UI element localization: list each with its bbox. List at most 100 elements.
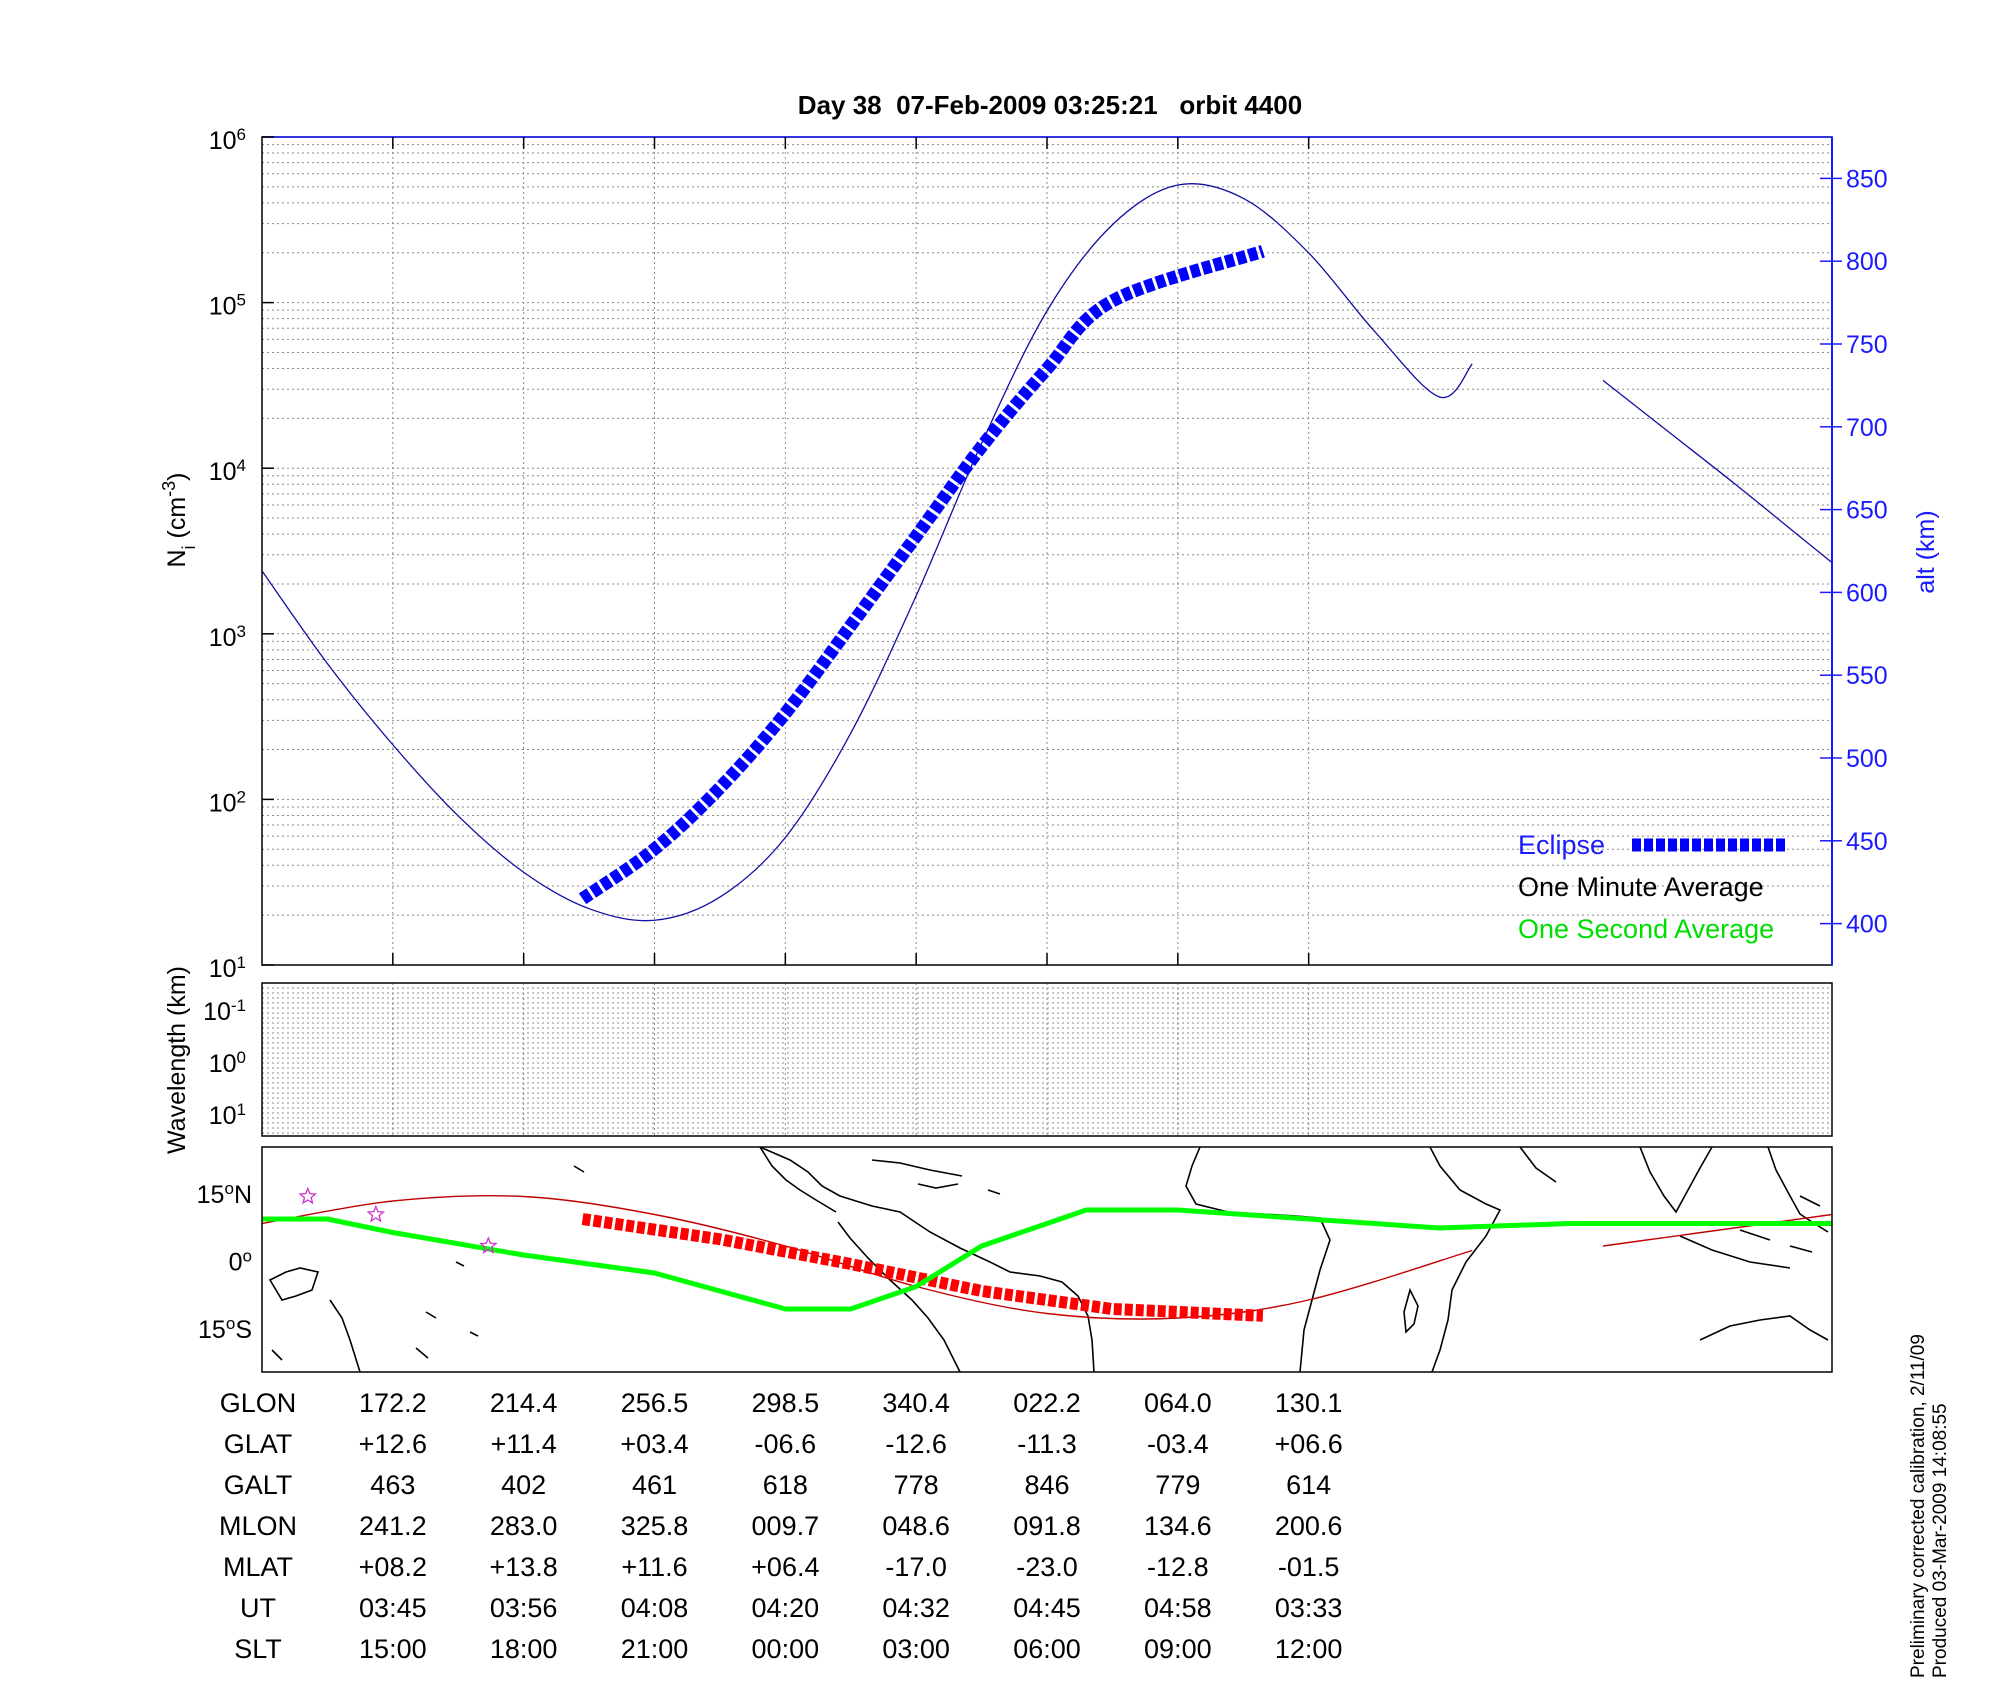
table-cell: +11.4 bbox=[491, 1429, 557, 1459]
table-cell: 18:00 bbox=[490, 1634, 558, 1664]
table-cell: -03.4 bbox=[1147, 1429, 1209, 1459]
y-tick-exp: 1 bbox=[237, 953, 246, 972]
table-cell: 779 bbox=[1155, 1470, 1200, 1500]
altitude-series-1 bbox=[1602, 379, 1833, 564]
y2-tick-label: 650 bbox=[1846, 497, 1888, 525]
table-cell: 463 bbox=[370, 1470, 415, 1500]
y2-tick-label: 750 bbox=[1846, 331, 1888, 359]
ylabel-unit-open: (cm bbox=[163, 497, 191, 546]
table-cell: -23.0 bbox=[1016, 1552, 1078, 1582]
ylabel-base: N bbox=[163, 549, 191, 567]
ephemeris-table: GLON 172.2 214.4 256.5 298.5 340.4 022.2 064.0 1… bbox=[219, 1388, 1343, 1664]
lat-tick-label: 15oN bbox=[197, 1179, 252, 1210]
table-cell: 172.2 bbox=[359, 1388, 427, 1418]
table-cell: -01.5 bbox=[1278, 1552, 1340, 1582]
table-row-label: MLAT bbox=[223, 1552, 293, 1582]
map-frame bbox=[261, 1146, 1833, 1373]
table-cell: 130.1 bbox=[1275, 1388, 1343, 1418]
table-cell: 241.2 bbox=[359, 1511, 427, 1541]
y-axis-right-ticks: 400 450 500 550 600 650 700 750 800 850 bbox=[1820, 165, 1888, 939]
table-row-label: MLON bbox=[219, 1511, 297, 1541]
table-cell: 03:33 bbox=[1275, 1593, 1343, 1623]
y2-tick-label: 400 bbox=[1846, 911, 1888, 939]
table-cell: 846 bbox=[1024, 1470, 1069, 1500]
y-tick-label: 101 bbox=[209, 953, 246, 984]
eclipse-track bbox=[581, 1213, 1264, 1322]
top-grid bbox=[262, 137, 1832, 966]
lat-tick-label: 0o bbox=[229, 1246, 252, 1277]
one-second-average-track bbox=[262, 1207, 1832, 1312]
lat-tick-num: 0 bbox=[229, 1249, 243, 1277]
y-tick-exp: 3 bbox=[237, 621, 246, 640]
lat-tick-label: 15oS bbox=[198, 1314, 252, 1345]
note-calibration: Preliminary corrected calibration, 2/11/… bbox=[1908, 1334, 1929, 1678]
table-cell: 09:00 bbox=[1144, 1634, 1212, 1664]
mid-tick-base: 10 bbox=[209, 1102, 237, 1130]
table-cell: 614 bbox=[1286, 1470, 1331, 1500]
mid-tick-label: 101 bbox=[209, 1100, 246, 1131]
legend-minute-label: One Minute Average bbox=[1518, 872, 1764, 902]
mid-y-axis-label: Wavelength (km) bbox=[163, 966, 191, 1154]
y-tick-label: 102 bbox=[209, 787, 246, 818]
coast-central-america bbox=[759, 1147, 837, 1213]
table-cell: 461 bbox=[632, 1470, 677, 1500]
table-cell: 022.2 bbox=[1013, 1388, 1081, 1418]
table-cell: 778 bbox=[894, 1470, 939, 1500]
table-cell: +11.6 bbox=[621, 1552, 687, 1582]
table-row-label: SLT bbox=[234, 1634, 282, 1664]
mid-tick-label: 100 bbox=[209, 1048, 246, 1079]
star-marker bbox=[298, 1186, 318, 1205]
star-marker bbox=[479, 1236, 498, 1254]
y-tick-base: 10 bbox=[209, 127, 237, 155]
orbit-track bbox=[1602, 1213, 1832, 1247]
mid-frame bbox=[261, 982, 1833, 1137]
lat-tick-degree: o bbox=[224, 1179, 233, 1198]
table-cell: +08.2 bbox=[359, 1552, 427, 1582]
y2-tick-label: 550 bbox=[1846, 662, 1888, 690]
mid-grid bbox=[262, 983, 1832, 1136]
table-row-label: GALT bbox=[224, 1470, 293, 1500]
table-row-label: GLON bbox=[220, 1388, 297, 1418]
lat-tick-degree: o bbox=[243, 1246, 252, 1265]
table-cell: 04:58 bbox=[1144, 1593, 1212, 1623]
coast-pacific-islands bbox=[268, 1165, 585, 1372]
legend-second-label: One Second Average bbox=[1518, 914, 1774, 944]
lat-tick-num: 15 bbox=[197, 1181, 225, 1209]
table-cell: 04:45 bbox=[1013, 1593, 1081, 1623]
table-cell: 402 bbox=[501, 1470, 546, 1500]
table-cell: -06.6 bbox=[755, 1429, 817, 1459]
mid-tick-exp: 0 bbox=[237, 1048, 246, 1067]
table-cell: -11.3 bbox=[1017, 1429, 1077, 1459]
table-cell: 00:00 bbox=[752, 1634, 820, 1664]
y-tick-base: 10 bbox=[209, 458, 237, 486]
coast-southeast-asia bbox=[1679, 1147, 1829, 1269]
y-axis-left-label: Ni (cm-3) bbox=[159, 472, 199, 567]
top-series bbox=[261, 182, 1833, 922]
table-cell: 200.6 bbox=[1275, 1511, 1343, 1541]
table-cell: 03:56 bbox=[490, 1593, 558, 1623]
y-tick-base: 10 bbox=[209, 789, 237, 817]
table-cell: 618 bbox=[763, 1470, 808, 1500]
ylabel-sub: i bbox=[179, 545, 199, 549]
chart-title: Day 38 07-Feb-2009 03:25:21 orbit 4400 bbox=[798, 90, 1302, 120]
table-cell: 340.4 bbox=[882, 1388, 950, 1418]
lat-tick-suffix: S bbox=[235, 1316, 252, 1344]
table-cell: 134.6 bbox=[1144, 1511, 1212, 1541]
table-cell: 03:00 bbox=[882, 1634, 950, 1664]
mid-tick-base: 10 bbox=[203, 998, 231, 1026]
coast-australia bbox=[1699, 1315, 1829, 1341]
y-tick-label: 106 bbox=[209, 125, 246, 156]
lat-tick-degree: o bbox=[226, 1314, 235, 1333]
table-cell: 06:00 bbox=[1013, 1634, 1081, 1664]
y2-tick-label: 500 bbox=[1846, 745, 1888, 773]
lat-tick-suffix: N bbox=[234, 1181, 252, 1209]
coast-caribbean bbox=[871, 1159, 1001, 1195]
table-cell: 256.5 bbox=[621, 1388, 689, 1418]
top-x-ticks bbox=[392, 137, 1310, 965]
